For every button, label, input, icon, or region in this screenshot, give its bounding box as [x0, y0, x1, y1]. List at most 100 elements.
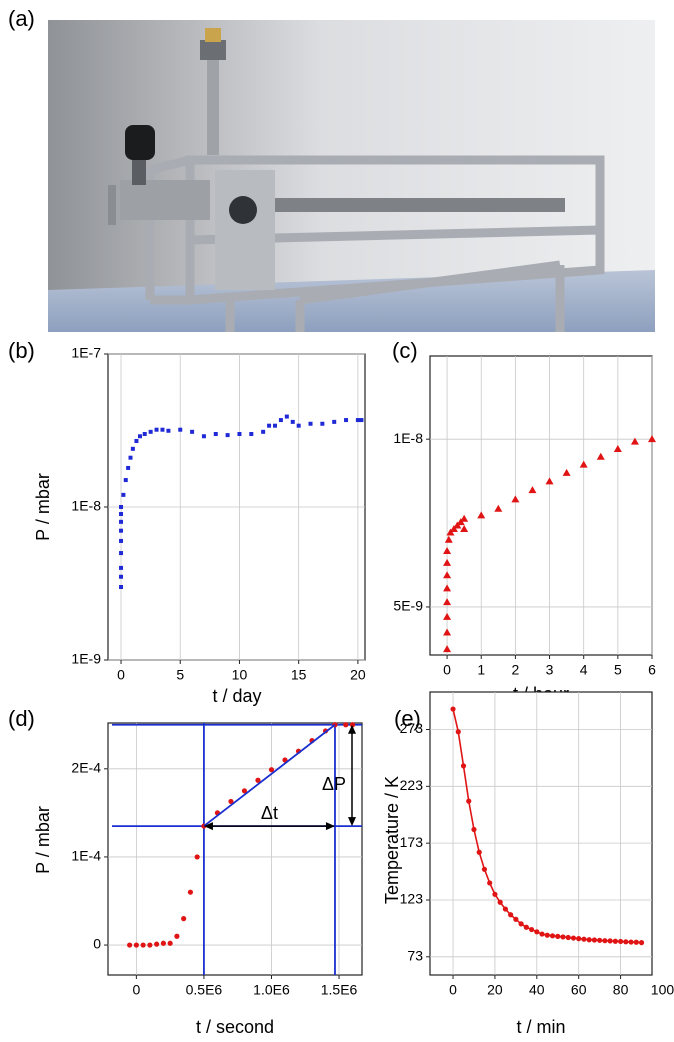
fit-line [203, 724, 336, 827]
point [562, 468, 571, 476]
point [119, 519, 124, 524]
point [133, 942, 139, 948]
point [225, 433, 230, 438]
x-tick-label: 0 [117, 667, 125, 683]
point [443, 571, 452, 579]
point [492, 891, 498, 897]
point [591, 937, 598, 943]
point [576, 936, 582, 942]
point [190, 429, 195, 434]
point [127, 942, 133, 948]
point [613, 445, 622, 453]
point [534, 929, 540, 935]
point [201, 434, 206, 439]
point [119, 538, 124, 543]
point [443, 628, 452, 636]
point [142, 432, 147, 437]
point [119, 551, 124, 556]
point [355, 418, 360, 423]
point [320, 421, 325, 426]
point [128, 455, 133, 460]
y-tick-label: 5E-9 [393, 598, 423, 614]
y-tick-label: 173 [400, 834, 424, 850]
point [471, 826, 477, 833]
point [481, 866, 488, 872]
point [528, 926, 535, 933]
point [549, 933, 556, 939]
x-tick-label: 20 [487, 982, 503, 998]
y-tick-label: 1E-4 [71, 848, 101, 864]
point [528, 486, 537, 494]
point [228, 798, 234, 805]
point [544, 932, 550, 938]
x-tick-label: 0 [132, 982, 140, 998]
panel-label: (c) [392, 338, 418, 363]
x-tick-label: 5 [614, 662, 622, 678]
point [476, 849, 482, 855]
point [523, 924, 529, 930]
arrow-head [348, 817, 356, 827]
arrow-head [325, 822, 335, 831]
point [160, 427, 165, 432]
plot-frame [107, 722, 363, 976]
point [444, 535, 453, 543]
point [160, 940, 166, 946]
point [167, 940, 173, 946]
x-tick-label: 10 [232, 667, 248, 683]
point [579, 460, 588, 468]
point [181, 916, 187, 922]
y-axis-title: Temperature / K [382, 776, 402, 904]
point [460, 524, 469, 532]
y-axis-title: P / mbar [33, 806, 53, 874]
arrow-head [348, 724, 356, 734]
point [134, 439, 139, 444]
point [255, 777, 261, 783]
x-tick-label: 80 [613, 982, 629, 998]
point [278, 418, 283, 423]
point [443, 584, 452, 592]
x-axis-title: t / min [516, 1017, 565, 1037]
point [617, 938, 624, 945]
point [494, 504, 503, 512]
point [446, 528, 455, 536]
point [502, 906, 508, 912]
y-tick-label: 223 [400, 777, 424, 793]
point [648, 435, 656, 443]
point [513, 916, 519, 922]
point [633, 939, 639, 945]
point [539, 931, 545, 937]
point [213, 432, 218, 437]
y-tick-label: 1E-9 [71, 651, 101, 667]
x-tick-label: 1.5E6 [321, 982, 358, 998]
point [349, 722, 356, 728]
point [497, 899, 503, 905]
point [518, 921, 524, 927]
point [119, 585, 124, 590]
y-tick-label: 273 [400, 720, 424, 736]
plot-frame [429, 355, 653, 656]
point [570, 935, 577, 941]
point [612, 938, 618, 944]
y-axis-title: P / mbar [33, 473, 53, 541]
point [443, 598, 452, 606]
point [450, 706, 456, 712]
x-tick-label: 100 [651, 982, 674, 998]
point [443, 547, 452, 555]
x-tick-label: 60 [571, 982, 587, 998]
point [174, 933, 180, 939]
point [187, 889, 194, 895]
point [477, 511, 486, 519]
point [560, 934, 566, 940]
point [137, 434, 142, 439]
x-tick-label: 20 [350, 667, 366, 683]
point [123, 478, 128, 483]
point [268, 767, 275, 773]
x-tick-label: 4 [580, 662, 588, 678]
point [466, 798, 472, 804]
point [607, 938, 613, 944]
y-tick-label: 1E-8 [71, 498, 101, 514]
y-tick-label: 2E-4 [71, 760, 101, 776]
panel-label: (a) [8, 6, 35, 31]
point [241, 788, 248, 794]
